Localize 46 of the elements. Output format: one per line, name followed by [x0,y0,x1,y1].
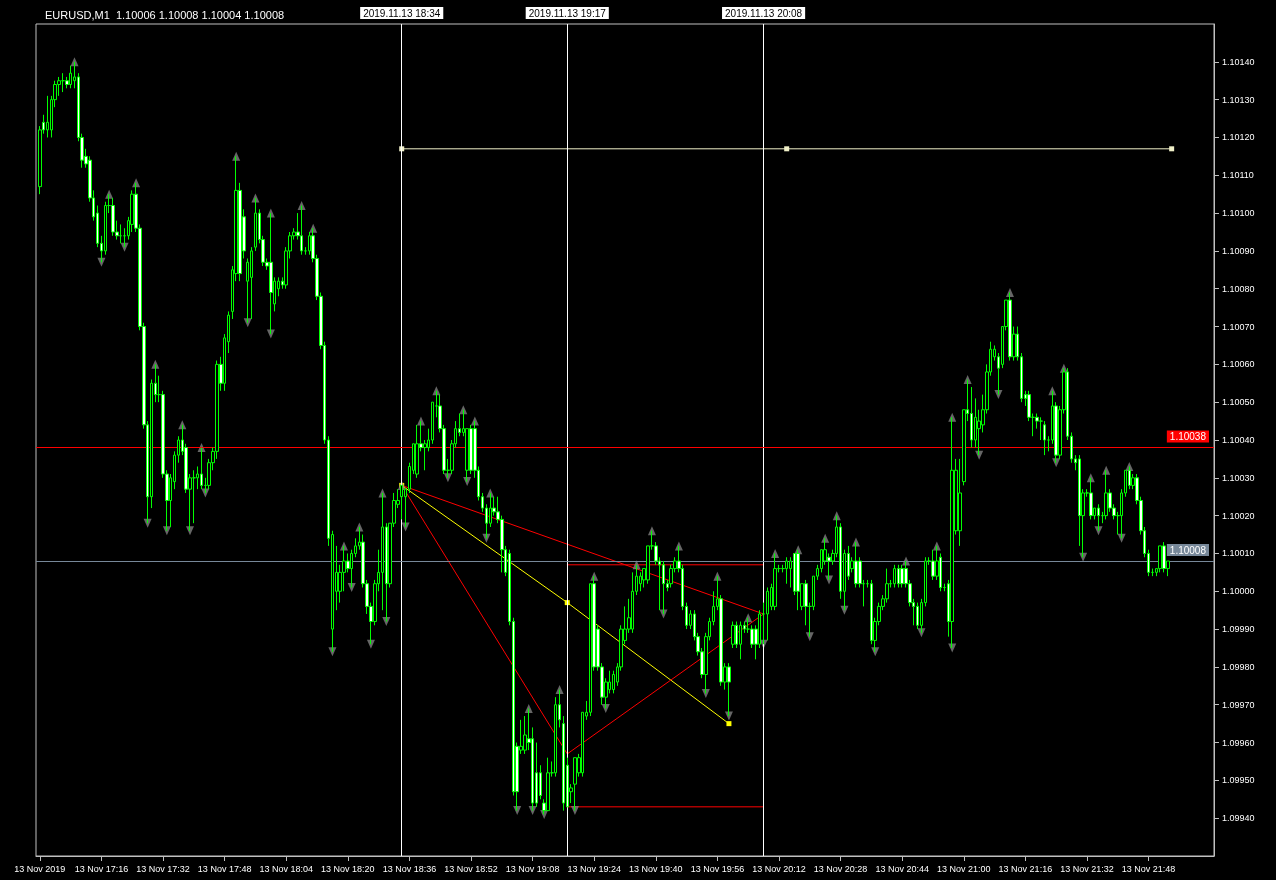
y-tick-label: 1.10110 [1222,170,1254,181]
y-tick-label: 1.10120 [1222,132,1255,143]
x-tick-label: 13 Nov 18:04 [259,863,313,874]
y-tick-label: 1.10130 [1222,94,1255,105]
ref-line-label: 2019.11.13 18:34 [363,7,441,19]
y-tick-label: 1.09970 [1222,699,1255,710]
y-tick-label: 1.09950 [1222,775,1255,786]
y-tick-label: 1.10050 [1222,397,1255,408]
y-tick-label: 1.10000 [1222,586,1255,597]
chart-title: EURUSD,M1 1.10006 1.10008 1.10004 1.10008 [45,8,285,21]
ref-line-label: 1.10008 [1169,544,1207,556]
x-tick-label: 13 Nov 20:12 [752,863,806,874]
x-tick-label: 13 Nov 20:28 [813,863,868,874]
y-tick-label: 1.09940 [1222,813,1255,824]
x-tick-label: 13 Nov 18:36 [382,863,437,874]
y-tick-label: 1.10140 [1222,56,1255,67]
y-tick-label: 1.10020 [1222,510,1255,521]
x-tick-label: 13 Nov 21:48 [1121,863,1176,874]
x-tick-label: 13 Nov 18:20 [321,863,375,874]
x-tick-label: 13 Nov 19:40 [629,863,683,874]
y-tick-label: 1.10070 [1222,321,1255,332]
y-tick-label: 1.10100 [1222,208,1255,219]
ref-line-label: 2019.11.13 20:08 [725,7,803,19]
y-tick-label: 1.09980 [1222,661,1255,672]
y-tick-label: 1.09990 [1222,624,1255,635]
y-tick-label: 1.09960 [1222,737,1255,748]
x-tick-label: 13 Nov 17:32 [136,863,190,874]
y-tick-label: 1.10040 [1222,435,1255,445]
x-tick-label: 13 Nov 2019 [14,863,66,874]
x-tick-label: 13 Nov 21:00 [937,863,991,874]
y-tick-label: 1.10090 [1222,245,1255,256]
x-tick-label: 13 Nov 20:44 [875,863,929,874]
x-tick-label: 13 Nov 19:56 [690,863,745,874]
y-tick-label: 1.10030 [1222,472,1255,483]
ref-line-label: 2019.11.13 19:17 [528,7,607,19]
x-tick-label: 13 Nov 19:08 [505,863,560,874]
x-tick-label: 13 Nov 17:48 [197,863,252,874]
x-tick-label: 13 Nov 18:52 [444,863,498,874]
x-tick-label: 13 Nov 19:24 [567,863,621,874]
y-tick-label: 1.10060 [1222,359,1255,370]
y-tick-label: 1.10080 [1222,283,1255,294]
x-tick-label: 13 Nov 21:32 [1060,863,1114,874]
x-tick-label: 13 Nov 17:16 [74,863,129,874]
x-tick-label: 13 Nov 21:16 [998,863,1053,874]
ref-line-label: 1.10038 [1169,431,1207,443]
y-tick-label: 1.10010 [1222,548,1255,559]
